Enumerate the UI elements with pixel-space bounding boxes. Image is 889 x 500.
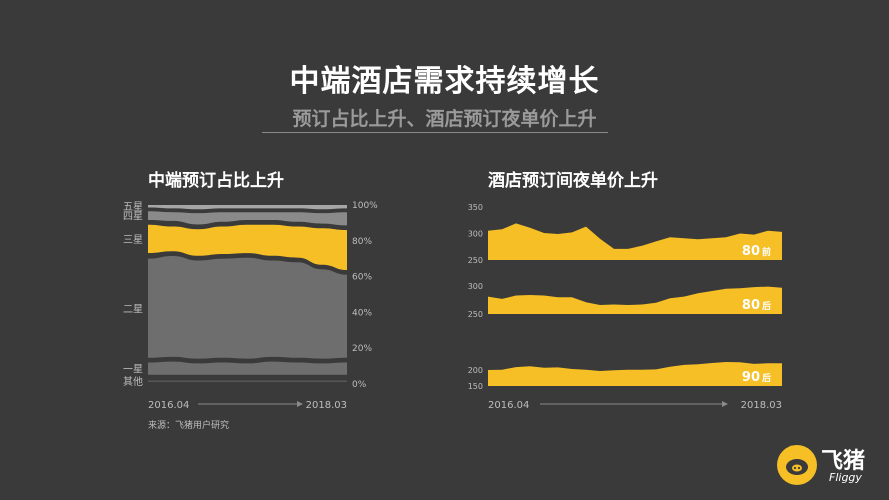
series-label-二星: 二星 xyxy=(123,303,143,315)
y-tick-label: 100% xyxy=(352,201,378,211)
right-chart-title: 酒店预订间夜单价上升 xyxy=(488,171,658,191)
y-tick-label: 150 xyxy=(468,382,483,391)
x-end-label: 2018.03 xyxy=(306,400,347,411)
right-x-axis-arrow-head xyxy=(722,401,728,407)
band-四星 xyxy=(148,211,347,226)
y-tick-label: 250 xyxy=(468,310,483,319)
panel-label-suffix: 后 xyxy=(762,300,771,312)
y-tick-label: 20% xyxy=(352,344,372,354)
y-tick-label: 250 xyxy=(468,256,483,265)
band-二星 xyxy=(148,256,347,359)
y-tick-label: 80% xyxy=(352,237,372,247)
band-一星 xyxy=(148,361,347,375)
left-chart-title: 中端预订占比上升 xyxy=(148,171,284,191)
series-label-四星: 四星 xyxy=(123,211,143,223)
right-x-start-label: 2016.04 xyxy=(488,400,529,411)
y-tick-label: 350 xyxy=(468,203,483,212)
panel-label-suffix: 后 xyxy=(762,372,771,384)
area-80前 xyxy=(488,223,782,260)
y-tick-label: 60% xyxy=(352,273,372,283)
panel-label-number: 90 xyxy=(742,370,760,385)
band-其他 xyxy=(148,380,347,382)
panel-label-suffix: 前 xyxy=(762,246,771,258)
series-label-其他: 其他 xyxy=(123,375,143,388)
source-note: 来源：飞猪用户研究 xyxy=(148,421,230,431)
logo-text: 飞猪 xyxy=(821,449,866,474)
area-90后 xyxy=(488,362,782,386)
area-80后 xyxy=(488,286,782,314)
fliggy-logo-icon xyxy=(777,445,817,485)
panel-label-number: 80 xyxy=(742,244,760,259)
subtitle-underline xyxy=(262,132,608,133)
y-tick-label: 200 xyxy=(468,366,483,375)
fliggy-logo: 飞猪 Fliggy xyxy=(775,441,875,489)
series-label-五星: 五星 xyxy=(123,201,143,213)
band-三星 xyxy=(148,224,347,271)
x-axis-arrow-head xyxy=(297,401,303,407)
y-tick-label: 300 xyxy=(468,282,483,291)
y-tick-label: 0% xyxy=(352,380,367,390)
x-start-label: 2016.04 xyxy=(148,400,189,411)
band-五星 xyxy=(148,205,347,210)
page-title: 中端酒店需求持续增长 xyxy=(289,64,600,99)
series-label-一星: 一星 xyxy=(123,364,143,376)
right-x-end-label: 2018.03 xyxy=(741,400,782,411)
y-tick-label: 40% xyxy=(352,308,372,318)
logo-subtext: Fliggy xyxy=(829,471,862,484)
panel-label-number: 80 xyxy=(742,298,760,313)
page-subtitle: 预订占比上升、酒店预订夜单价上升 xyxy=(292,108,597,130)
y-tick-label: 300 xyxy=(468,230,483,239)
series-label-三星: 三星 xyxy=(123,234,143,246)
